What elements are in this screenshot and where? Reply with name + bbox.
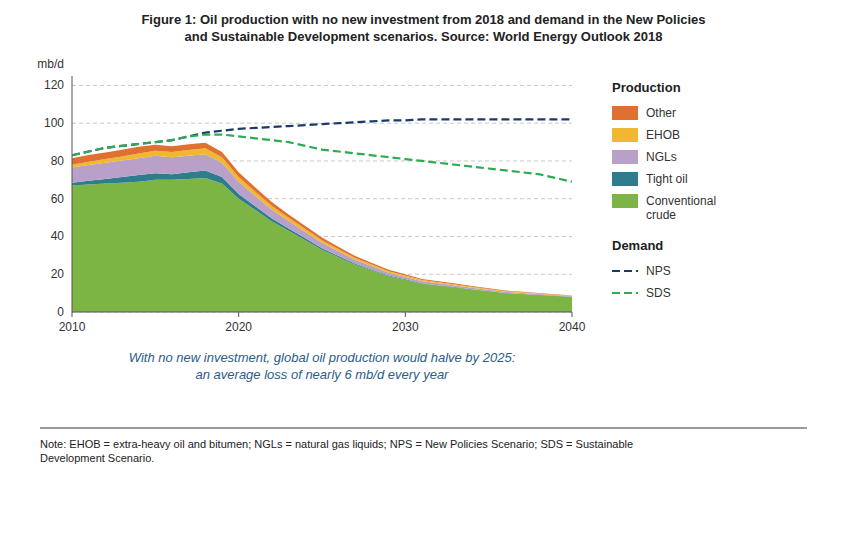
grid-line [72,312,572,313]
y-tick-label: 0 [57,305,64,319]
title: Figure 1: Oil production with no new inv… [141,12,705,44]
y-tick-label: 100 [44,116,64,130]
line [72,135,572,182]
text-line: Development Scenario. [40,452,154,464]
text-line: Note: EHOB = extra-heavy oil and bitumen… [40,438,633,450]
legend-swatch [612,106,638,120]
subtitle: With no new investment, global oil produ… [129,350,516,382]
legend-heading: Production [612,80,681,95]
legend-swatch [612,150,638,164]
y-axis-line [72,76,73,312]
legend-label: NPS [646,264,671,278]
legend-label: NGLs [646,150,677,164]
text-line: SDS [646,286,671,300]
legend-label: Other [646,106,676,120]
x-tick [572,312,573,317]
text-line: With no new investment, global oil produ… [129,350,516,365]
legend-swatch [612,292,638,294]
text-line: Figure 1: Oil production with no new inv… [141,12,705,27]
legend-label: EHOB [646,128,680,142]
x-axis-line [72,312,572,313]
text-line: Other [646,106,676,120]
area [72,148,572,296]
note: Note: EHOB = extra-heavy oil and bitumen… [40,438,633,464]
legend-swatch [612,172,638,186]
x-tick [238,312,239,317]
y-tick-label: 20 [51,267,65,281]
text-line: and Sustainable Development scenarios. S… [184,29,662,44]
y-axis-label: mb/d [37,57,64,71]
x-tick-label: 2030 [392,320,419,334]
legend-swatch [612,270,638,272]
x-tick-label: 2020 [225,320,252,334]
x-tick-label: 2040 [559,320,586,334]
grid-line [72,85,572,86]
area [72,170,572,296]
y-tick-label: 80 [51,154,65,168]
legend-label: Tight oil [646,172,688,186]
text-line: an average loss of nearly 6 mb/d every y… [196,367,450,382]
y-tick-label: 60 [51,192,65,206]
plot-area [72,119,572,312]
axes: 0204060801001202010202020302040mb/d [37,57,585,334]
text-line: NPS [646,264,671,278]
area [72,143,572,296]
text-line: crude [646,208,676,222]
x-tick [405,312,406,317]
legend-label: Conventionalcrude [646,194,716,222]
separator [40,428,807,429]
text-line: Tight oil [646,172,688,186]
legend-swatch [612,194,638,208]
area [72,154,572,296]
legend-swatch [612,128,638,142]
chart: Figure 1: Oil production with no new inv… [0,0,847,551]
x-tick-label: 2010 [59,320,86,334]
text-line: Conventional [646,194,716,208]
text-line: EHOB [646,128,680,142]
legend-heading: Demand [612,238,663,253]
x-tick [72,312,73,317]
text-line: NGLs [646,150,677,164]
grid [72,85,572,312]
y-tick-label: 40 [51,229,65,243]
legend-label: SDS [646,286,671,300]
y-tick-label: 120 [44,78,64,92]
legend: Production Other EHOB NGLs Tight oil Conventi… [612,80,716,300]
